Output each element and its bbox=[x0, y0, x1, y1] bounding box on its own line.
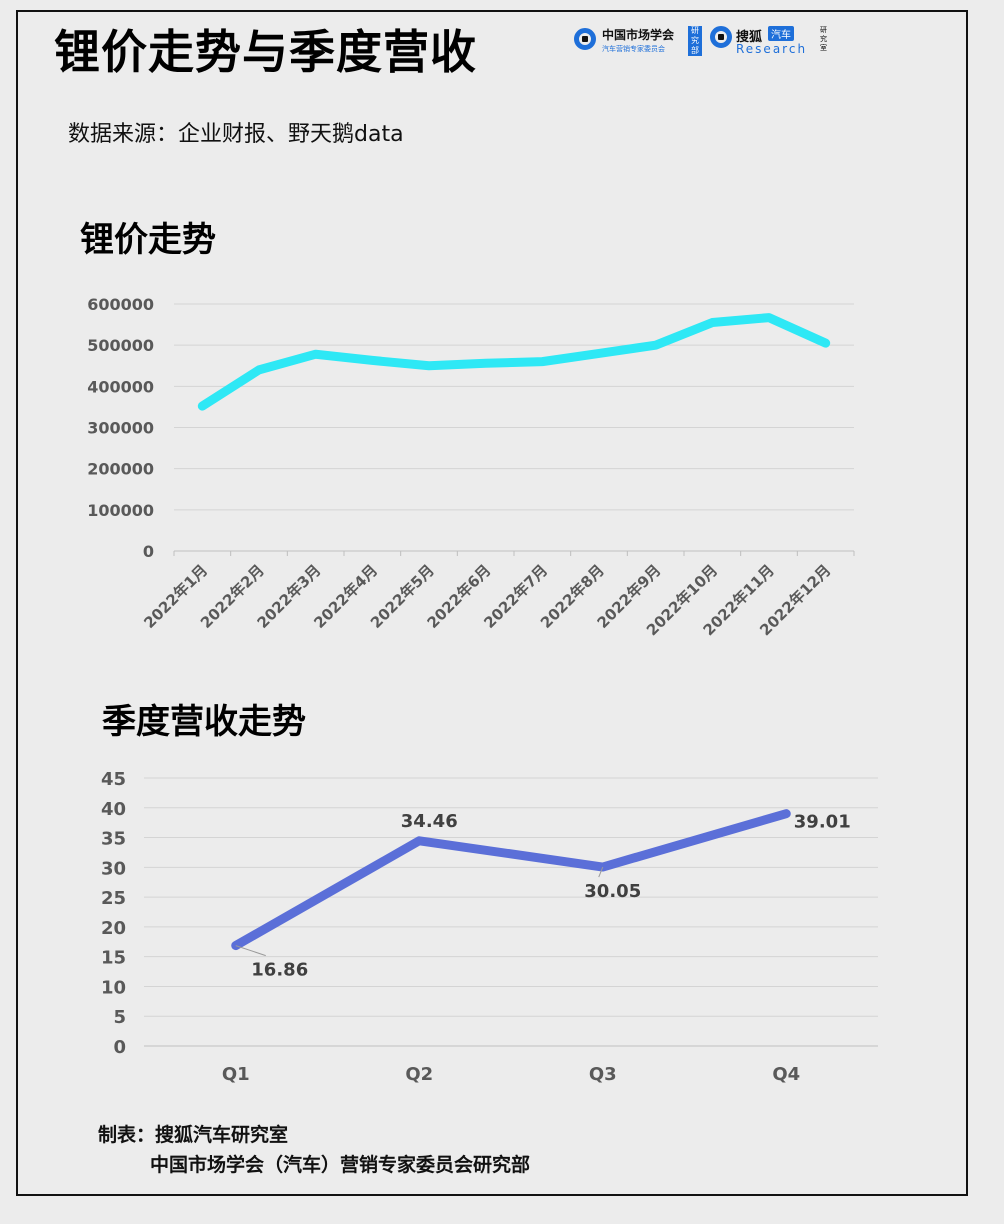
logo1-box: 研究部 bbox=[688, 26, 702, 56]
data-point bbox=[315, 353, 317, 355]
revenue-chart-title: 季度营收走势 bbox=[102, 702, 306, 742]
data-point bbox=[201, 405, 203, 407]
data-point bbox=[655, 344, 657, 346]
y-tick-label: 600000 bbox=[87, 295, 154, 314]
quarterly-revenue-chart: 0 5 10 15 20 25 30 35 40 45 Q1 Q2 Q3 Q4 16.86 34.46 30.0… bbox=[101, 769, 878, 1085]
leader-line bbox=[598, 866, 604, 878]
data-point bbox=[428, 365, 430, 367]
logo2-research: Research bbox=[736, 42, 808, 56]
lithium-chart-title: 锂价走势 bbox=[80, 220, 216, 260]
footer-line2: 中国市场学会（汽车）营销专家委员会研究部 bbox=[150, 1154, 531, 1176]
y-tick-label: 40 bbox=[101, 799, 126, 820]
logo2-tag: 汽车 bbox=[768, 26, 794, 41]
q-logo-icon bbox=[574, 28, 596, 50]
y-tick-label: 5 bbox=[113, 1007, 126, 1028]
data-source: 数据来源：企业财报、野天鹅data bbox=[68, 122, 404, 147]
leader-line bbox=[235, 945, 266, 957]
y-tick-label: 20 bbox=[101, 918, 126, 939]
data-point bbox=[258, 369, 260, 371]
y-tick-label: 35 bbox=[101, 829, 126, 850]
data-point bbox=[825, 342, 827, 344]
data-point bbox=[541, 361, 543, 363]
data-point bbox=[598, 352, 600, 354]
q-logo-icon bbox=[710, 26, 732, 48]
footer-line1: 制表：搜狐汽车研究室 bbox=[98, 1124, 289, 1146]
data-point bbox=[768, 317, 770, 319]
data-point bbox=[711, 322, 713, 324]
lithium-price-chart: 0100000200000300000400000500000600000202… bbox=[87, 295, 855, 639]
data-label: 30.05 bbox=[584, 881, 641, 902]
x-tick-label: Q2 bbox=[405, 1064, 433, 1085]
y-tick-label: 45 bbox=[101, 769, 126, 790]
y-tick-label: 25 bbox=[101, 888, 126, 909]
y-tick-label: 15 bbox=[101, 948, 126, 969]
sohu-research-logo: 搜狐 汽车 Research 研究室 bbox=[710, 24, 840, 58]
logo1-line2: 汽车营销专家委员会 bbox=[602, 45, 665, 53]
revenue-line bbox=[231, 809, 791, 951]
lithium-price-line bbox=[197, 313, 831, 411]
y-tick-label: 300000 bbox=[87, 419, 154, 438]
y-tick-label: 30 bbox=[101, 858, 126, 879]
x-tick-label: Q3 bbox=[589, 1064, 617, 1085]
market-society-logo: 中国市场学会 汽车营销专家委员会 研究部 bbox=[574, 24, 710, 58]
logo2-name: 搜狐 bbox=[736, 30, 763, 45]
y-tick-label: 400000 bbox=[87, 377, 154, 396]
data-label: 39.01 bbox=[794, 812, 851, 833]
data-label: 34.46 bbox=[401, 811, 458, 832]
data-point bbox=[371, 359, 373, 361]
x-tick-label: Q4 bbox=[772, 1064, 800, 1085]
y-tick-label: 0 bbox=[143, 542, 154, 561]
y-tick-label: 10 bbox=[101, 977, 126, 998]
x-tick-label: Q1 bbox=[222, 1064, 250, 1085]
footer: 制表：搜狐汽车研究室 中国市场学会（汽车）营销专家委员会研究部 bbox=[98, 1120, 530, 1176]
logo1-line1: 中国市场学会 bbox=[602, 28, 675, 42]
data-label: 16.86 bbox=[251, 960, 308, 981]
y-tick-label: 100000 bbox=[87, 501, 154, 520]
logo2-side: 研究室 bbox=[820, 26, 827, 52]
data-point bbox=[485, 362, 487, 364]
y-tick-label: 500000 bbox=[87, 336, 154, 355]
y-tick-label: 200000 bbox=[87, 460, 154, 479]
page-title: 锂价走势与季度营收 bbox=[54, 25, 477, 79]
chart-frame bbox=[16, 10, 968, 1196]
y-tick-label: 0 bbox=[113, 1037, 126, 1058]
